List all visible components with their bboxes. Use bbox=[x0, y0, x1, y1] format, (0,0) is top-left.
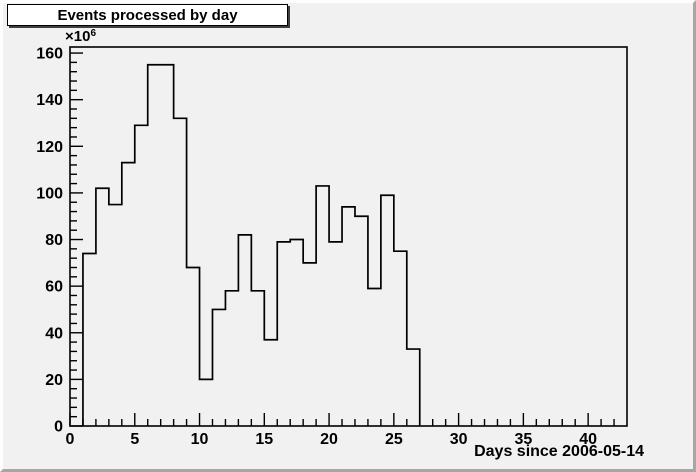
histogram-step-line bbox=[82, 63, 421, 426]
y-tick-label: 0 bbox=[54, 419, 63, 436]
x-tick-label: 0 bbox=[66, 431, 75, 448]
exponent-multiplier: ×10 bbox=[65, 28, 91, 45]
y-tick-label: 40 bbox=[45, 325, 63, 342]
x-tick-label: 20 bbox=[320, 431, 338, 448]
y-tick-label: 60 bbox=[45, 279, 63, 296]
x-tick-label: 40 bbox=[579, 431, 597, 448]
chart-title-box: Events processed by day bbox=[7, 4, 288, 26]
y-tick-label: 20 bbox=[45, 372, 63, 389]
y-tick-label: 100 bbox=[36, 185, 63, 202]
x-axis-title: Days since 2006-05-14 bbox=[474, 443, 644, 460]
y-axis-exponent-label: ×106 bbox=[65, 28, 96, 45]
y-tick-label: 120 bbox=[36, 139, 63, 156]
x-tick-label: 35 bbox=[514, 431, 532, 448]
plot-frame bbox=[69, 46, 628, 427]
exponent-power: 6 bbox=[90, 28, 97, 39]
x-tick-label: 25 bbox=[385, 431, 403, 448]
x-tick-label: 5 bbox=[130, 431, 139, 448]
y-tick-label: 140 bbox=[36, 92, 63, 109]
chart-title: Events processed by day bbox=[57, 6, 238, 24]
y-tick-label: 80 bbox=[45, 232, 63, 249]
x-tick-label: 15 bbox=[255, 431, 273, 448]
x-tick-label: 10 bbox=[191, 431, 209, 448]
x-tick-label: 30 bbox=[450, 431, 468, 448]
y-tick-label: 160 bbox=[36, 46, 63, 63]
